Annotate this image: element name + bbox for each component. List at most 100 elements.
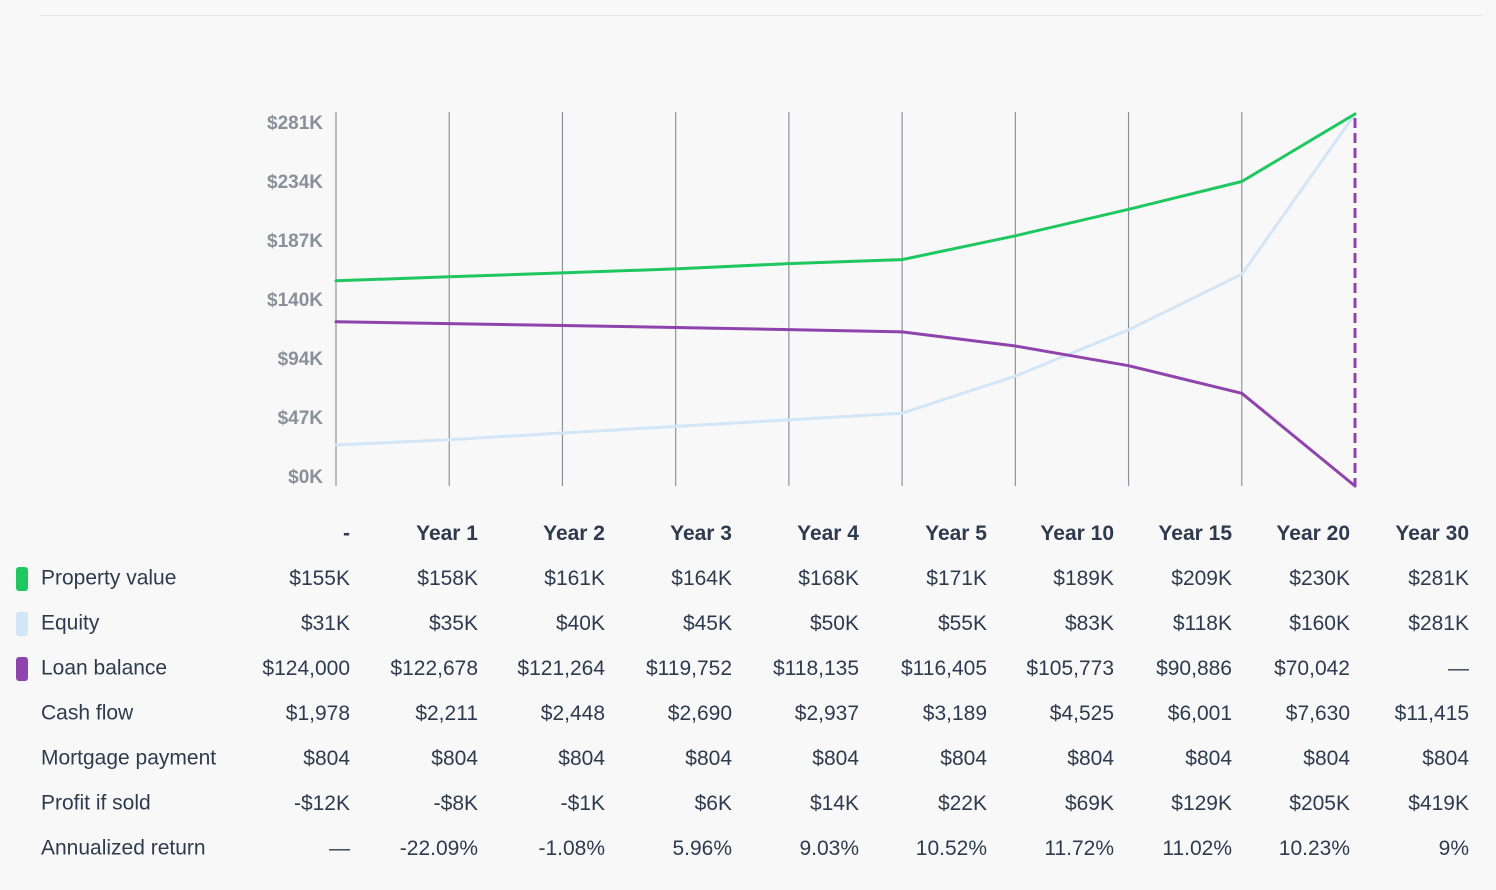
table-cell: $1,978 <box>285 701 350 725</box>
y-tick-label: $140K <box>267 290 323 311</box>
table-cell: $4,525 <box>1049 701 1114 725</box>
series-line-loan-balance <box>334 320 1357 488</box>
row-label: Cash flow <box>41 701 134 725</box>
y-tick-label: $281K <box>267 113 323 134</box>
projection-table: - Year 1 Year 2 Year 3 Year 4 Year 5 Year 10 Ye… <box>8 511 1469 871</box>
table-cell: $119,752 <box>645 656 732 680</box>
column-header: Year 3 <box>670 521 732 545</box>
row-label: Property value <box>41 566 177 590</box>
table-cell: $50K <box>809 611 859 635</box>
row-label-cell: Loan balance <box>8 646 250 691</box>
table-header-row: - Year 1 Year 2 Year 3 Year 4 Year 5 Year 10 Ye… <box>8 511 1469 556</box>
table-cell: $804 <box>558 746 605 770</box>
table-cell: $161K <box>544 566 605 590</box>
table-cell: -$8K <box>433 791 478 815</box>
table-cell: 5.96% <box>672 836 732 860</box>
table-cell: 9% <box>1438 836 1469 860</box>
column-header: Year 5 <box>925 521 987 545</box>
y-tick-label: $0K <box>288 467 323 488</box>
row-label-cell: Equity <box>8 601 250 646</box>
table-cell: $171K <box>926 566 987 590</box>
column-header: Year 20 <box>1276 521 1350 545</box>
row-label: Profit if sold <box>41 791 151 815</box>
table-cell: $69K <box>1064 791 1114 815</box>
row-label: Loan balance <box>41 656 168 680</box>
column-header: Year 1 <box>416 521 478 545</box>
table-cell: $804 <box>1303 746 1350 770</box>
table-cell: $209K <box>1171 566 1232 590</box>
table-cell: $205K <box>1289 791 1350 815</box>
table-cell: $124,000 <box>262 656 350 680</box>
table-cell: $129K <box>1171 791 1232 815</box>
table-cell: $804 <box>812 746 859 770</box>
table-cell: $804 <box>303 746 350 770</box>
column-header: Year 30 <box>1395 521 1469 545</box>
table-cell: $2,690 <box>667 701 732 725</box>
legend-swatch <box>16 611 28 636</box>
row-label-cell: Annualized return <box>8 826 250 871</box>
table-cell: -$12K <box>293 791 350 815</box>
projection-chart: $0K $47K $94K $140K $187K $234K $281K <box>267 112 1357 488</box>
table-cell: $22K <box>937 791 987 815</box>
table-cell: $90,886 <box>1156 656 1232 680</box>
table-cell: 10.23% <box>1278 836 1350 860</box>
table-cell: $804 <box>1067 746 1114 770</box>
table-cell: -$1K <box>560 791 605 815</box>
row-label-cell: Cash flow <box>8 691 250 736</box>
y-axis-ticks: $0K $47K $94K $140K $187K $234K $281K <box>267 113 323 488</box>
table-cell: $45K <box>682 611 732 635</box>
table-cell: $35K <box>428 611 478 635</box>
table-cell: $2,448 <box>540 701 605 725</box>
y-tick-label: $94K <box>278 349 324 370</box>
table-cell: $2,937 <box>794 701 859 725</box>
column-header: Year 2 <box>543 521 605 545</box>
table-cell: $6K <box>694 791 732 815</box>
table-cell: $804 <box>1422 746 1469 770</box>
table-cell: -1.08% <box>538 836 605 860</box>
table-cell: $164K <box>671 566 732 590</box>
table-cell: $281K <box>1408 566 1469 590</box>
table-cell: $118K <box>1172 611 1232 635</box>
table-row: Cash flow $1,978 $2,211 $2,448 $2,690 $2,937 $… <box>8 691 1469 736</box>
table-cell: $281K <box>1408 611 1469 635</box>
table-cell: $14K <box>809 791 859 815</box>
table-row: Equity $31K $35K $40K $45K $50K $55K $83K $118K $… <box>8 601 1469 646</box>
table-row: Mortgage payment $804 $804 $804 $804 $804 $804… <box>8 736 1469 781</box>
table-cell: $55K <box>937 611 987 635</box>
row-label-cell: Profit if sold <box>8 781 250 826</box>
table-cell: $70,042 <box>1274 656 1350 680</box>
column-header: Year 15 <box>1158 521 1232 545</box>
table-cell: $419K <box>1408 791 1469 815</box>
legend-swatch <box>16 566 28 591</box>
top-divider <box>40 15 1482 16</box>
table-cell: $168K <box>798 566 859 590</box>
table-cell: $83K <box>1064 611 1114 635</box>
table-cell: $230K <box>1289 566 1350 590</box>
table-cell: $804 <box>940 746 987 770</box>
table-cell: $122,678 <box>390 656 478 680</box>
table-cell: $105,773 <box>1026 656 1114 680</box>
header-label-cell <box>8 511 250 556</box>
column-header: Year 10 <box>1040 521 1114 545</box>
row-label: Mortgage payment <box>41 746 217 770</box>
table-cell: 11.72% <box>1044 836 1114 860</box>
table-cell: $40K <box>555 611 605 635</box>
table-cell: $189K <box>1053 566 1114 590</box>
table-cell: $116,405 <box>900 656 987 680</box>
series-lines <box>334 112 1357 488</box>
legend-swatch-empty <box>16 747 28 771</box>
column-header: - <box>343 521 350 545</box>
row-label-cell: Mortgage payment <box>8 736 250 781</box>
row-label-cell: Property value <box>8 556 250 601</box>
table-cell: $160K <box>1289 611 1350 635</box>
table-row: Annualized return — -22.09% -1.08% 5.96% 9.03… <box>8 826 1469 871</box>
legend-swatch-empty <box>16 837 28 861</box>
table-cell: $11,415 <box>1394 701 1469 725</box>
column-header: Year 4 <box>797 521 859 545</box>
x-gridlines <box>335 112 1243 486</box>
table-row: Property value $155K $158K $161K $164K $168K $… <box>8 556 1469 601</box>
table-cell: $2,211 <box>415 701 478 725</box>
table-cell: -22.09% <box>399 836 478 860</box>
table-row: Profit if sold -$12K -$8K -$1K $6K $14K $22K $6… <box>8 781 1469 826</box>
legend-swatch-empty <box>16 702 28 726</box>
